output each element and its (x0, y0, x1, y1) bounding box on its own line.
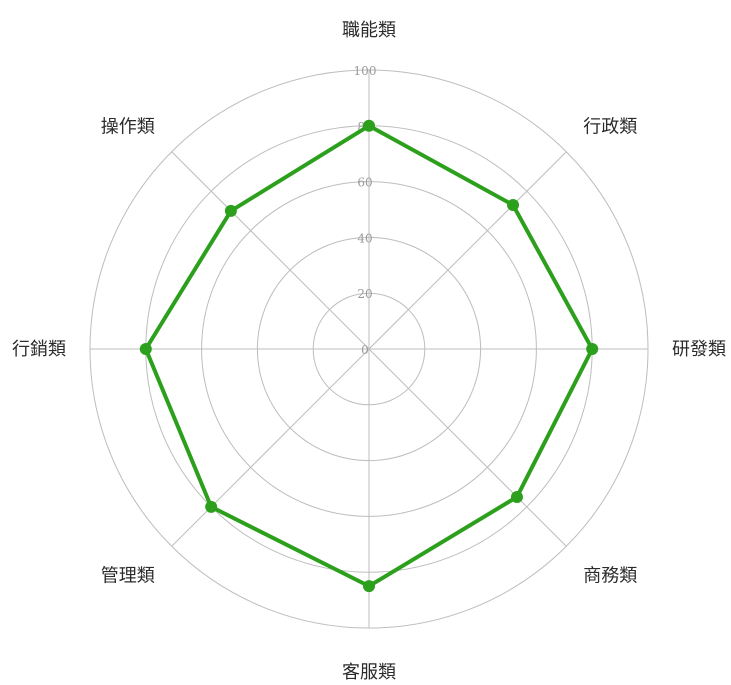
tick-label: 100 (354, 64, 377, 78)
axis-spoke (368, 151, 567, 350)
series-layer (139, 119, 599, 593)
tick-label: 0 (361, 343, 369, 357)
data-point (224, 204, 237, 217)
data-point (363, 119, 375, 132)
axis-spoke (171, 348, 370, 547)
category-label: 商務類 (583, 565, 637, 586)
data-point (507, 198, 520, 211)
category-label: 行政類 (583, 117, 637, 138)
category-label: 操作類 (101, 117, 155, 138)
data-point (363, 580, 375, 593)
category-label: 行銷類 (12, 339, 66, 360)
data-point (139, 343, 152, 355)
axis-spoke (171, 151, 370, 350)
data-point (586, 343, 599, 355)
category-label: 客服類 (342, 662, 396, 683)
tick-label: 40 (357, 231, 372, 245)
data-point (205, 500, 218, 513)
category-label: 研發類 (672, 339, 726, 360)
spoke-layer (90, 70, 648, 628)
data-point (510, 490, 523, 503)
category-label: 管理類 (101, 565, 155, 586)
tick-label: 60 (357, 176, 372, 190)
tick-label: 20 (357, 287, 372, 301)
category-label: 職能類 (342, 20, 396, 41)
tick-layer: 020406080100 (354, 64, 377, 357)
axis-spoke (368, 348, 567, 547)
